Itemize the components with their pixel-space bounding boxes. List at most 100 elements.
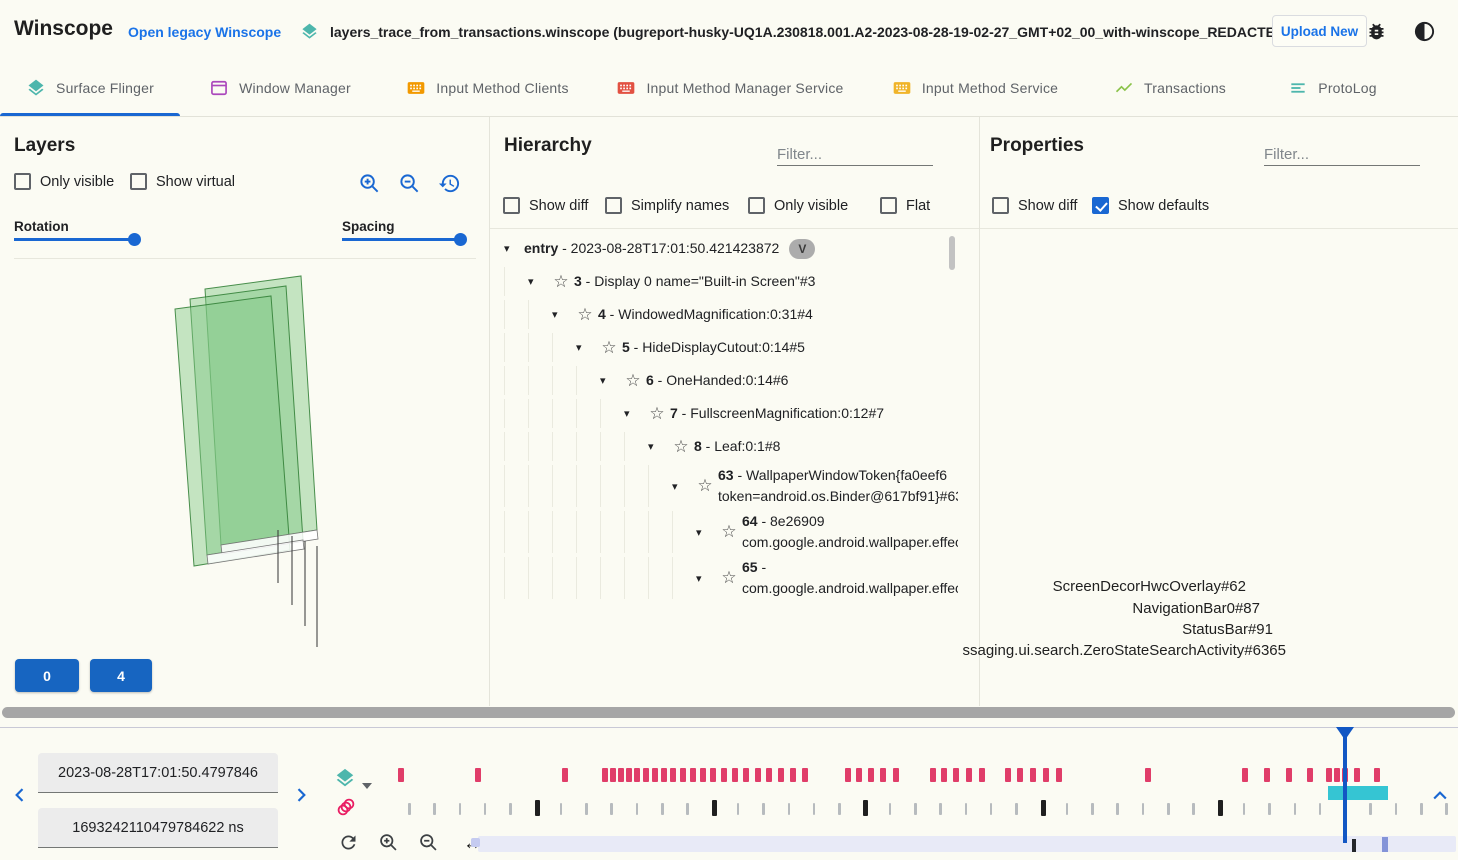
expand-arrow-icon[interactable]: ▾ — [696, 572, 702, 585]
timeline-event-mark[interactable] — [652, 768, 658, 782]
horizontal-scrollbar[interactable] — [2, 707, 1455, 718]
tab-tra[interactable]: Tra — [1410, 60, 1458, 116]
timeline-cursor-marker[interactable] — [1336, 727, 1354, 740]
timeline-cursor-line[interactable] — [1343, 727, 1347, 843]
tab-window-manager[interactable]: Window Manager — [180, 60, 380, 116]
only-visible-checkbox-hierarchy[interactable]: Only visible — [748, 197, 848, 214]
simplify-names-checkbox[interactable]: Simplify names — [605, 197, 729, 214]
refresh-icon[interactable] — [338, 832, 359, 858]
layers-3d-view[interactable] — [0, 260, 490, 660]
timeline-event-mark[interactable] — [1043, 768, 1049, 782]
timeline-event-mark[interactable] — [562, 768, 568, 782]
timeline-event-mark[interactable] — [1307, 768, 1313, 782]
zoom-out-icon[interactable] — [398, 172, 421, 200]
timeline-event-mark[interactable] — [778, 768, 784, 782]
timeline-event-mark[interactable] — [721, 768, 727, 782]
rotation-slider[interactable] — [14, 238, 140, 241]
timeline-event-mark[interactable] — [1242, 768, 1248, 782]
timeline-event-mark[interactable] — [743, 768, 749, 782]
timeline-event-mark[interactable] — [1334, 768, 1340, 782]
timeline-event-mark[interactable] — [398, 768, 404, 782]
expand-arrow-icon[interactable]: ▾ — [504, 243, 510, 255]
collapse-timeline-icon[interactable] — [1430, 786, 1450, 811]
star-icon[interactable]: ☆ — [673, 436, 689, 456]
timeline-event-mark[interactable] — [1326, 768, 1332, 782]
open-legacy-link[interactable]: Open legacy Winscope — [128, 24, 282, 40]
timeline-event-mark[interactable] — [680, 768, 686, 782]
timeline-event-mark[interactable] — [755, 768, 761, 782]
star-icon[interactable]: ☆ — [649, 403, 665, 423]
timestamp-ns-input[interactable] — [38, 808, 278, 848]
tab-surface-flinger[interactable]: Surface Flinger — [0, 60, 180, 116]
zoom-in-icon[interactable] — [358, 172, 381, 200]
tree-node[interactable]: ▾ ☆ 8 - Leaf:0:1#8 — [492, 430, 958, 463]
timeline-event-mark[interactable] — [845, 768, 851, 782]
tree-node[interactable]: ▾ entry - 2023-08-28T17:01:50.421423872 V — [492, 232, 958, 265]
previous-entry-icon[interactable] — [10, 785, 30, 810]
bug-report-icon[interactable] — [1366, 21, 1387, 47]
timeline-event-mark[interactable] — [790, 768, 796, 782]
timeline-event-mark[interactable] — [966, 768, 972, 782]
tab-input-method-clients[interactable]: Input Method Clients — [380, 60, 595, 116]
tab-input-method-service[interactable]: Input Method Service — [865, 60, 1085, 116]
tree-node[interactable]: ▾ ☆ 63 - WallpaperWindowToken{fa0eef6 toke… — [492, 463, 958, 509]
timeline-event-mark[interactable] — [1354, 768, 1360, 782]
tree-node[interactable]: ▾ ☆ 6 - OneHanded:0:14#6 — [492, 364, 958, 397]
timestamp-human-input[interactable] — [38, 753, 278, 793]
transitions-track-icon[interactable] — [334, 795, 358, 824]
timeline-event-mark[interactable] — [661, 768, 667, 782]
expand-arrow-icon[interactable]: ▾ — [552, 309, 558, 321]
timeline-event-mark[interactable] — [1264, 768, 1270, 782]
tree-node[interactable]: ▾ ☆ 64 - 8e26909 com.google.android.wallpa… — [492, 509, 958, 555]
show-virtual-checkbox[interactable]: Show virtual — [130, 173, 235, 190]
rotation-slider-thumb[interactable] — [128, 232, 141, 246]
timeline-event-mark[interactable] — [710, 768, 716, 782]
timeline-event-mark[interactable] — [700, 768, 706, 782]
tab-transactions[interactable]: Transactions — [1085, 60, 1255, 116]
tree-node[interactable]: ▾ ☆ 5 - HideDisplayCutout:0:14#5 — [492, 331, 958, 364]
tree-node[interactable]: ▾ ☆ 3 - Display 0 name="Built-in Screen"#3 — [492, 265, 958, 298]
star-icon[interactable]: ☆ — [553, 271, 569, 291]
timeline-event-mark[interactable] — [893, 768, 899, 782]
star-icon[interactable]: ☆ — [601, 337, 617, 357]
show-defaults-checkbox[interactable]: Show defaults — [1092, 197, 1209, 214]
star-icon[interactable]: ☆ — [721, 522, 737, 541]
timeline-event-mark[interactable] — [1286, 768, 1292, 782]
next-entry-icon[interactable] — [291, 785, 311, 810]
timeline-event-mark[interactable] — [979, 768, 985, 782]
expand-arrow-icon[interactable]: ▾ — [624, 408, 630, 420]
tab-protolog[interactable]: ProtoLog — [1255, 60, 1410, 116]
timeline-event-mark[interactable] — [626, 768, 632, 782]
dark-mode-toggle-icon[interactable] — [1413, 20, 1436, 48]
hierarchy-scrollbar[interactable] — [949, 236, 955, 270]
timeline-zoom-scrollbar[interactable] — [478, 836, 1456, 852]
only-visible-checkbox[interactable]: Only visible — [14, 173, 114, 190]
timeline-event-mark[interactable] — [732, 768, 738, 782]
timeline-event-mark[interactable] — [1374, 768, 1380, 782]
timeline-event-mark[interactable] — [953, 768, 959, 782]
star-icon[interactable]: ☆ — [577, 304, 593, 324]
timeline-event-mark[interactable] — [1030, 768, 1036, 782]
expand-arrow-icon[interactable]: ▾ — [600, 375, 606, 387]
timeline-event-mark[interactable] — [618, 768, 624, 782]
timeline-event-mark[interactable] — [475, 768, 481, 782]
timeline-zoom-in-icon[interactable] — [378, 832, 399, 858]
timeline-event-mark[interactable] — [1017, 768, 1023, 782]
timeline-event-mark[interactable] — [868, 768, 874, 782]
timeline-event-mark[interactable] — [856, 768, 862, 782]
star-icon[interactable]: ☆ — [697, 476, 713, 495]
timeline-event-mark[interactable] — [802, 768, 808, 782]
rects-slider-button-4[interactable]: 4 — [90, 659, 152, 692]
star-icon[interactable]: ☆ — [721, 568, 737, 587]
spacing-slider-thumb[interactable] — [454, 232, 467, 246]
timeline-event-mark[interactable] — [1056, 768, 1062, 782]
tree-node[interactable]: ▾ ☆ 7 - FullscreenMagnification:0:12#7 — [492, 397, 958, 430]
expand-arrow-icon[interactable]: ▾ — [696, 526, 702, 539]
hierarchy-filter-input[interactable] — [777, 144, 933, 166]
trace-selector-caret-icon[interactable] — [362, 783, 372, 789]
flat-checkbox[interactable]: Flat — [880, 197, 930, 214]
timeline-event-mark[interactable] — [634, 768, 640, 782]
timeline-event-mark[interactable] — [880, 768, 886, 782]
timeline-event-mark[interactable] — [602, 768, 608, 782]
expand-arrow-icon[interactable]: ▾ — [648, 441, 654, 453]
